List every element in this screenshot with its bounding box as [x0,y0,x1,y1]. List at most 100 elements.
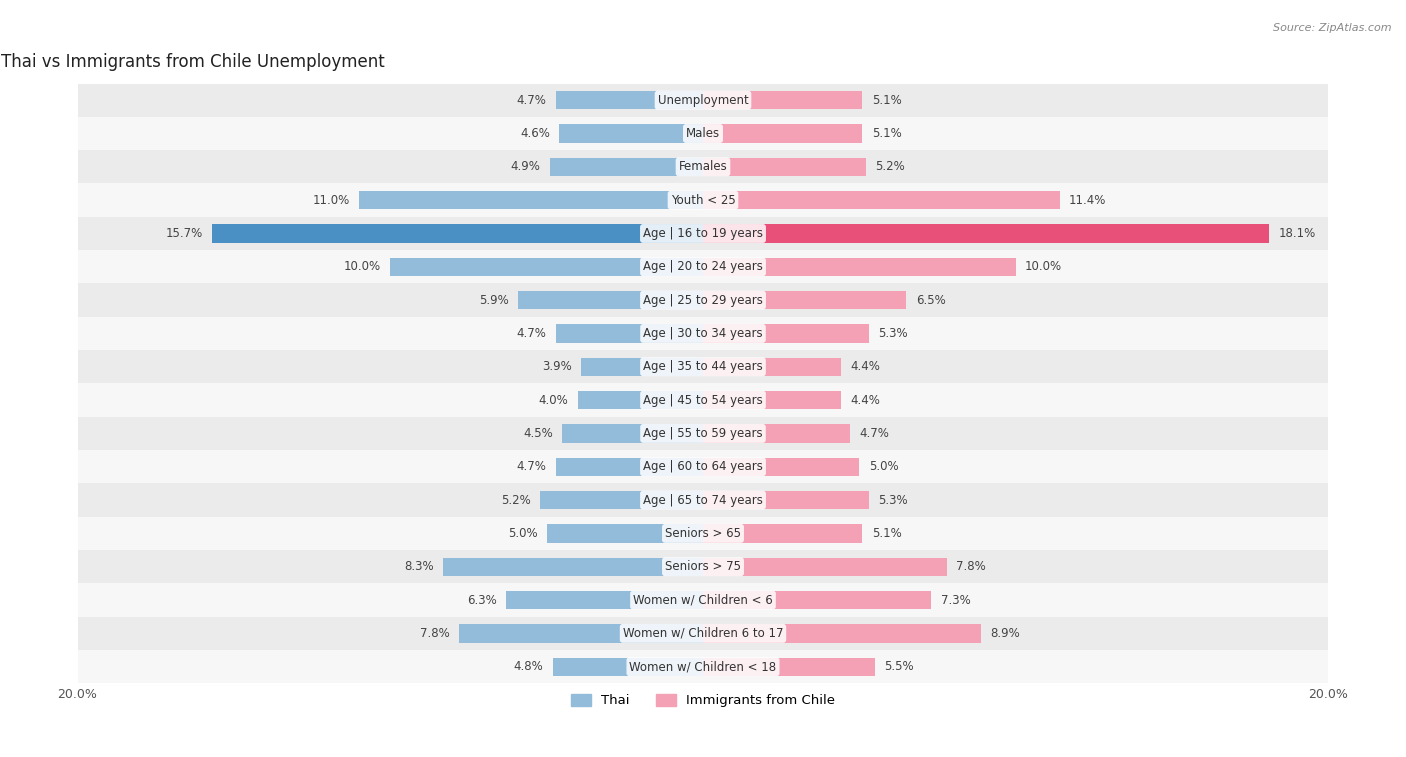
Bar [560,124,703,142]
Bar [77,217,1329,250]
Text: 10.0%: 10.0% [1025,260,1063,273]
Bar [460,625,703,643]
Bar [703,558,946,576]
Text: 5.1%: 5.1% [872,527,901,540]
Text: Source: ZipAtlas.com: Source: ZipAtlas.com [1274,23,1392,33]
Text: 8.9%: 8.9% [991,627,1021,640]
Text: Thai vs Immigrants from Chile Unemployment: Thai vs Immigrants from Chile Unemployme… [1,53,385,71]
Text: Age | 55 to 59 years: Age | 55 to 59 years [643,427,763,440]
Text: Unemployment: Unemployment [658,94,748,107]
Text: Age | 45 to 54 years: Age | 45 to 54 years [643,394,763,407]
Text: 6.3%: 6.3% [467,593,496,606]
Bar [553,658,703,676]
Bar [77,384,1329,417]
Text: 4.7%: 4.7% [859,427,889,440]
Bar [703,491,869,509]
Text: 4.7%: 4.7% [517,460,547,473]
Text: 8.3%: 8.3% [405,560,434,573]
Text: 4.9%: 4.9% [510,160,540,173]
Text: 4.6%: 4.6% [520,127,550,140]
Bar [77,584,1329,617]
Text: 5.3%: 5.3% [879,327,908,340]
Bar [703,124,862,142]
Text: Youth < 25: Youth < 25 [671,194,735,207]
Bar [703,291,907,310]
Bar [547,525,703,543]
Text: 5.5%: 5.5% [884,660,914,673]
Text: Age | 16 to 19 years: Age | 16 to 19 years [643,227,763,240]
Bar [703,591,931,609]
Text: 4.7%: 4.7% [517,94,547,107]
Text: 5.1%: 5.1% [872,127,901,140]
Text: Age | 35 to 44 years: Age | 35 to 44 years [643,360,763,373]
Bar [703,424,851,443]
Text: Women w/ Children < 18: Women w/ Children < 18 [630,660,776,673]
Bar [703,625,981,643]
Text: 5.0%: 5.0% [508,527,537,540]
Bar [391,257,703,276]
Bar [550,157,703,176]
Text: 11.4%: 11.4% [1069,194,1107,207]
Bar [77,250,1329,283]
Legend: Thai, Immigrants from Chile: Thai, Immigrants from Chile [565,689,841,713]
Text: Age | 20 to 24 years: Age | 20 to 24 years [643,260,763,273]
Text: 5.0%: 5.0% [869,460,898,473]
Bar [555,91,703,109]
Text: Women w/ Children 6 to 17: Women w/ Children 6 to 17 [623,627,783,640]
Bar [703,357,841,376]
Bar [77,350,1329,384]
Bar [506,591,703,609]
Bar [443,558,703,576]
Bar [77,316,1329,350]
Text: 4.4%: 4.4% [851,360,880,373]
Bar [703,191,1060,210]
Bar [77,117,1329,150]
Bar [359,191,703,210]
Bar [77,617,1329,650]
Bar [77,517,1329,550]
Bar [703,391,841,410]
Bar [703,257,1015,276]
Bar [77,83,1329,117]
Bar [703,457,859,476]
Bar [555,324,703,343]
Bar [555,457,703,476]
Text: 4.8%: 4.8% [513,660,544,673]
Bar [703,224,1270,243]
Text: 4.4%: 4.4% [851,394,880,407]
Text: 4.0%: 4.0% [538,394,568,407]
Text: Seniors > 65: Seniors > 65 [665,527,741,540]
Text: 7.3%: 7.3% [941,593,970,606]
Bar [578,391,703,410]
Text: Women w/ Children < 6: Women w/ Children < 6 [633,593,773,606]
Bar [77,150,1329,183]
Text: 3.9%: 3.9% [541,360,572,373]
Bar [77,417,1329,450]
Text: 5.3%: 5.3% [879,494,908,506]
Bar [77,450,1329,484]
Text: Age | 65 to 74 years: Age | 65 to 74 years [643,494,763,506]
Bar [77,550,1329,584]
Bar [703,157,866,176]
Bar [540,491,703,509]
Text: 7.8%: 7.8% [420,627,450,640]
Text: 6.5%: 6.5% [915,294,945,307]
Text: 4.5%: 4.5% [523,427,553,440]
Bar [77,484,1329,517]
Bar [703,91,862,109]
Text: 5.9%: 5.9% [479,294,509,307]
Text: 4.7%: 4.7% [517,327,547,340]
Text: Age | 25 to 29 years: Age | 25 to 29 years [643,294,763,307]
Text: 5.2%: 5.2% [502,494,531,506]
Text: 5.1%: 5.1% [872,94,901,107]
Text: Males: Males [686,127,720,140]
Text: Age | 30 to 34 years: Age | 30 to 34 years [643,327,763,340]
Bar [77,283,1329,316]
Bar [703,324,869,343]
Text: 5.2%: 5.2% [875,160,904,173]
Text: Age | 60 to 64 years: Age | 60 to 64 years [643,460,763,473]
Text: 15.7%: 15.7% [166,227,202,240]
Bar [77,183,1329,217]
Bar [703,658,875,676]
Text: Females: Females [679,160,727,173]
